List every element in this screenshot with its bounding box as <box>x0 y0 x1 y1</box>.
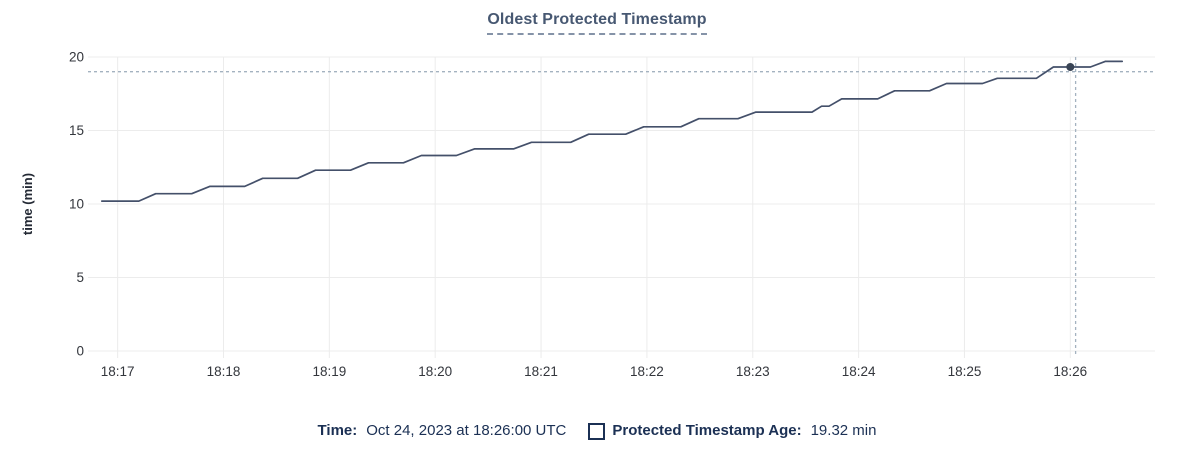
x-tick-label: 18:21 <box>524 364 558 379</box>
hover-legend: Time: Oct 24, 2023 at 18:26:00 UTC Prote… <box>0 419 1194 443</box>
y-tick-label: 0 <box>76 344 84 359</box>
x-tick-label: 18:17 <box>101 364 135 379</box>
legend-time-label: Time: <box>317 422 358 439</box>
y-tick-label: 5 <box>76 270 84 285</box>
x-tick-label: 18:22 <box>630 364 664 379</box>
legend-time-value: Oct 24, 2023 at 18:26:00 UTC <box>366 422 567 439</box>
series-line-protected-timestamp-age <box>100 60 1124 202</box>
hover-point-dot <box>1066 62 1075 71</box>
x-tick-label: 18:19 <box>312 364 346 379</box>
legend-series-label: Protected Timestamp Age: <box>612 422 802 439</box>
series-swatch-checkbox[interactable] <box>588 422 606 440</box>
y-axis-title: time (min) <box>20 173 35 235</box>
protected-timestamp-line-chart[interactable]: 18:17 18:18 18:19 18:20 18:21 18:22 18:23 18:24… <box>0 0 1194 400</box>
chart-title-text: Oldest Protected Timestamp <box>487 11 707 35</box>
x-tick-label: 18:18 <box>207 364 241 379</box>
chart-title: Oldest Protected Timestamp <box>0 11 1194 35</box>
y-tick-label: 15 <box>69 123 84 138</box>
x-tick-label: 18:20 <box>418 364 452 379</box>
x-tick-label: 18:23 <box>736 364 770 379</box>
x-tick-label: 18:25 <box>948 364 982 379</box>
x-tick-label: 18:24 <box>842 364 876 379</box>
plot-hover-area[interactable] <box>88 57 1155 351</box>
y-tick-label: 10 <box>69 197 84 212</box>
x-tick-label: 18:26 <box>1053 364 1087 379</box>
y-tick-label: 20 <box>69 50 84 65</box>
legend-series-value: 19.32 min <box>810 422 877 439</box>
